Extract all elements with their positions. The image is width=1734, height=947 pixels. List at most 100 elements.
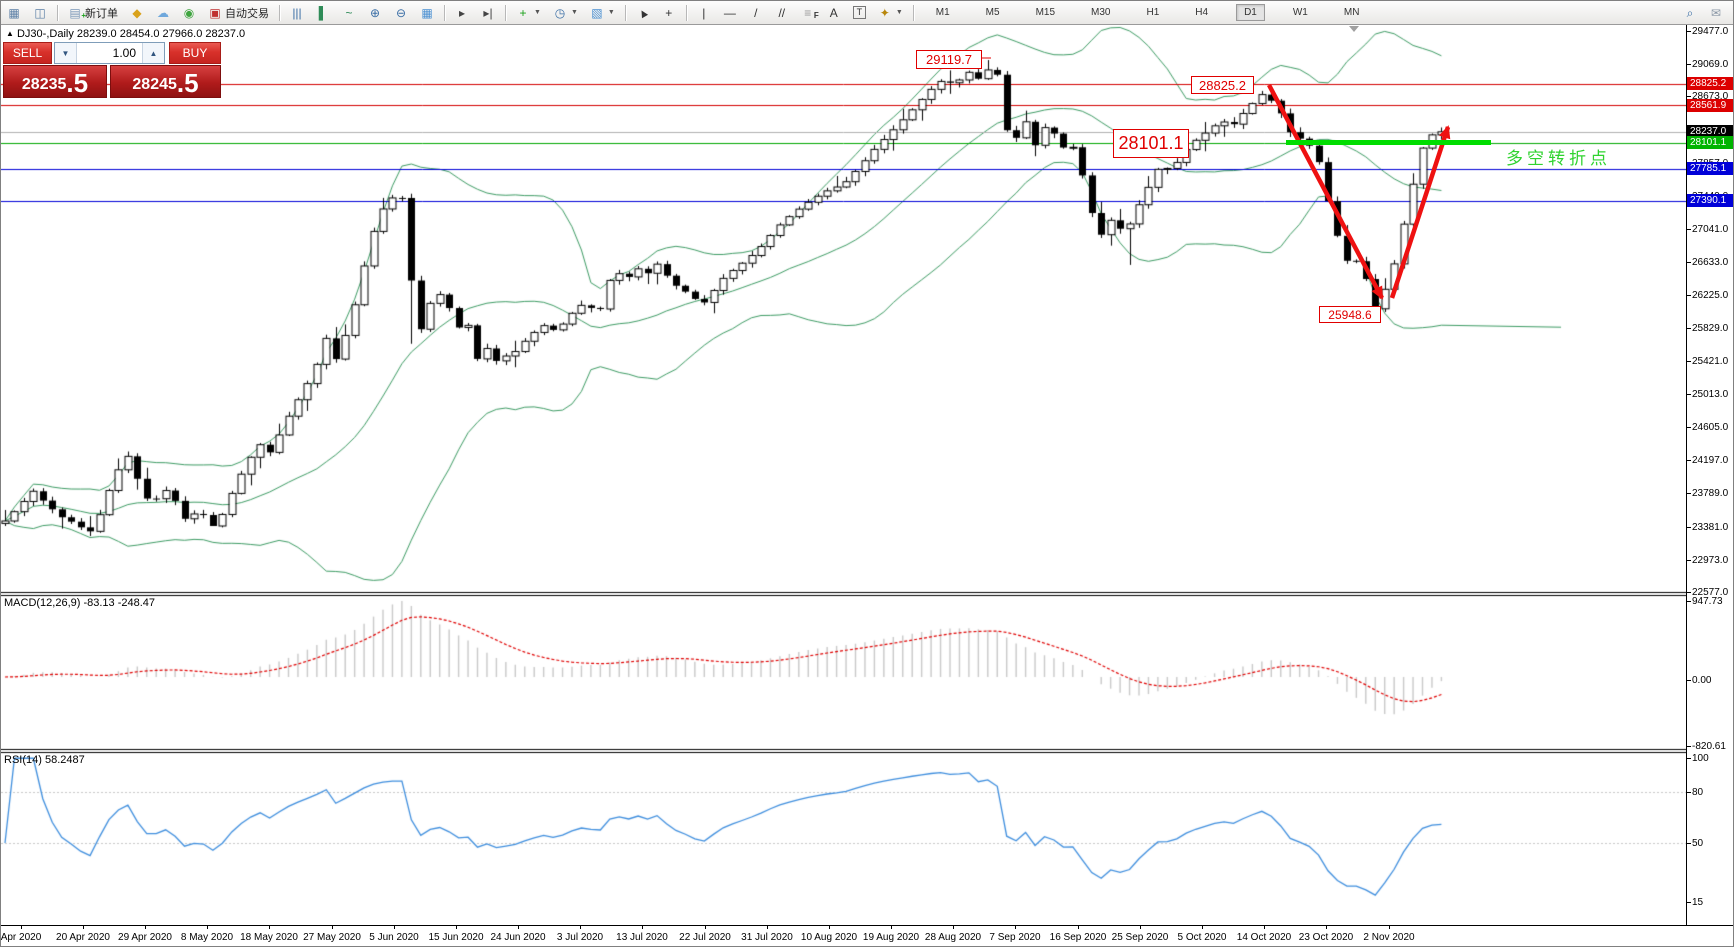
time-axis-tick [829,926,830,929]
cursor-icon: ▲ [634,3,652,22]
auto-trading-button[interactable]: ▣ 自动交易 [203,4,274,22]
volume-increase-button[interactable]: ▲ [142,43,164,63]
zoom-in-icon[interactable]: ⊕ [363,4,387,22]
time-axis-tick [891,926,892,929]
new-order-button-label: 新订单 [85,7,118,20]
sell-button[interactable]: SELL [3,42,52,64]
time-axis-tick [207,926,208,929]
charts-window-icon[interactable]: ▦ [2,4,26,22]
periods-icon[interactable]: ◷ ▼ [548,4,583,22]
low-label[interactable]: 25948.6 [1319,306,1381,323]
volume-field[interactable]: 1.00 [112,46,136,60]
vertical-line-icon[interactable]: | [692,4,716,22]
text-icon[interactable]: A [822,4,846,22]
date-label: 3 Jul 2020 [556,932,604,943]
auto-trading-button-label: 自动交易 [225,7,269,20]
timeframe-d1-button[interactable]: D1 [1236,4,1265,21]
fibonacci-icon-badge: F [813,10,819,20]
horizontal-line-icon: — [723,5,736,20]
pivot-price-label[interactable]: 28101.1 [1113,129,1189,158]
time-axis[interactable]: Apr 2020 20 Apr 2020 29 Apr 2020 8 May 2020… [1,925,1733,946]
time-axis-tick [83,926,84,929]
price-level-label: 27785.1 [1687,162,1733,176]
tile-windows-icon[interactable]: ▦ [415,4,439,22]
chart-shift-icon[interactable]: ▸| [476,4,500,22]
macd-axis-tick: 947.73 [1687,596,1723,607]
time-axis-tick [1264,926,1265,929]
buy-price-main: 28245 [132,76,177,93]
crosshair-icon[interactable]: + [657,4,681,22]
date-label: 13 Jul 2020 [616,932,668,943]
date-label: 10 Aug 2020 [800,932,858,943]
chart-shift-marker[interactable] [1349,26,1359,32]
timeframe-h1-button[interactable]: H1 [1146,7,1160,18]
date-label: 22 Jul 2020 [679,932,731,943]
mql5-community-icon[interactable]: ☁ [151,4,175,22]
support-zone-line[interactable] [1286,140,1491,145]
shapes-icon: ✦ [879,5,890,20]
signals-icon[interactable]: ◉ [177,4,201,22]
price-axis-tick: 28673.0 [1686,91,1729,103]
time-axis-tick [394,926,395,929]
search-icon[interactable]: ⌕ [1678,4,1702,22]
text-label-icon[interactable]: T [848,4,871,22]
volume-decrease-button[interactable]: ▼ [55,43,77,63]
high-label[interactable]: 29119.7 [916,50,982,69]
buy-price-display[interactable]: 28245.5 [110,65,221,98]
date-label: 16 Sep 2020 [1049,932,1107,943]
buy-button[interactable]: BUY [169,42,221,64]
price-axis-tick: 24197.0 [1686,455,1729,467]
chart-canvas[interactable] [1,25,1686,925]
dropdown-caret-icon: ▼ [895,9,903,16]
time-axis-tick [1015,926,1016,929]
cursor-icon[interactable]: ▲ [631,3,655,22]
time-axis-tick [518,926,519,929]
mql5-community-icon: ☁ [157,5,169,20]
date-label: 20 Apr 2020 [56,932,110,943]
new-order-button[interactable]: ▤ + 新订单 [63,4,123,22]
auto-scroll-icon[interactable]: ▸ [450,4,474,22]
crosshair-icon: + [665,5,673,20]
line-chart-icon[interactable]: ~ [337,4,361,22]
trendline-icon: / [754,5,758,20]
timeframe-mn-button[interactable]: MN [1343,7,1360,18]
candlestick-chart-icon[interactable]: ▌ [311,4,335,22]
resistance-label[interactable]: 28825.2 [1191,76,1254,94]
sell-price-display[interactable]: 28235.5 [3,65,107,98]
search-icon: ⌕ [1686,5,1694,20]
toolbar-separator [685,4,687,21]
time-axis-tick [1326,926,1327,929]
zoom-out-icon[interactable]: ⊖ [389,4,413,22]
indicators-icon[interactable]: + ▼ [511,4,546,22]
shapes-icon[interactable]: ✦ ▼ [873,4,908,22]
date-label: 18 May 2020 [240,932,298,943]
sell-price-fraction: .5 [66,68,89,98]
macd-axis-tick: 0.00 [1686,675,1712,686]
fibonacci-icon[interactable]: ≡ F [796,4,820,22]
timeframe-m15-button[interactable]: M15 [1035,7,1056,18]
horizontal-line-icon[interactable]: — [718,4,742,22]
timeframe-m30-button[interactable]: M30 [1091,7,1111,18]
templates-icon[interactable]: ▧ ▼ [585,4,620,22]
trendline-icon[interactable]: / [744,4,768,22]
auto-scroll-icon: ▸ [458,5,466,20]
timeframe-h4-button[interactable]: H4 [1195,7,1209,18]
date-label: 29 Apr 2020 [118,932,172,943]
chart-shift-icon: ▸| [483,5,493,20]
chat-icon[interactable]: ✉ [1704,4,1728,22]
time-axis-tick [332,926,333,929]
bar-chart-icon[interactable]: ||| [285,4,309,22]
metaquotes-icon[interactable]: ◆ [125,4,149,22]
date-label: 25 Sep 2020 [1111,932,1169,943]
tile-windows-icon: ▦ [421,5,433,20]
new-order-button: ▤ + [68,6,86,20]
profiles-icon: ◫ [34,5,46,20]
price-axis[interactable]: 29477.029069.028673.028265.027857.027449… [1686,25,1733,925]
timeframe-m1-button[interactable]: M1 [935,7,950,18]
timeframe-m5-button[interactable]: M5 [985,7,1000,18]
channel-icon[interactable]: // [770,4,794,22]
profiles-icon[interactable]: ◫ [28,4,52,22]
toolbar-separator [279,4,280,21]
timeframe-w1-button[interactable]: W1 [1292,7,1308,18]
channel-icon: // [778,5,786,20]
